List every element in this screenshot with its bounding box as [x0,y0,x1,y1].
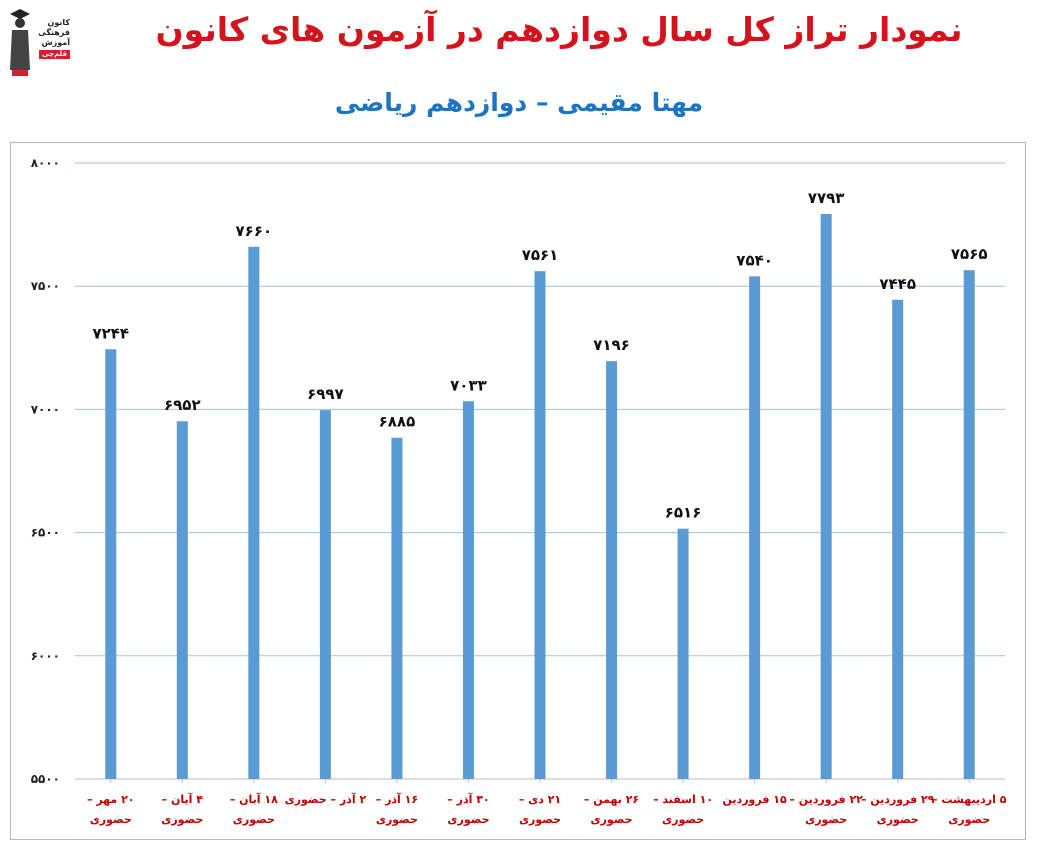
logo-line-2: فرهنگی [38,28,70,37]
x-tick-label-line: حضوری [948,813,990,826]
y-tick-label: ۶۵۰۰ [31,526,60,540]
x-tick-label: ۱۵ فروردین [723,793,787,806]
chart-area-frame [10,142,1026,840]
logo-line-1: کانون [47,18,70,27]
x-tick-label: ۵ اردیبهشت – حضوری [932,793,1007,826]
data-label: ۶۸۸۵ [379,413,416,431]
x-tick-label-line: ۲۹ فروردین – [861,793,935,806]
data-label: ۷۰۳۳ [450,376,487,394]
bar [963,270,975,779]
x-tick-label-line: حضوری [447,813,489,826]
x-tick-label-line: ۴ آبان – [162,792,204,806]
data-label: ۶۹۹۷ [307,385,344,403]
data-label: ۷۵۶۱ [522,246,559,264]
x-tick-label-line: ۲۶ بهمن – [584,793,639,806]
y-tick-label: ۷۰۰۰ [31,402,60,416]
data-label: ۷۷۹۳ [808,189,845,207]
x-tick-label-line: ۲۰ مهر – [87,793,135,806]
x-tick-label-line: حضوری [877,813,919,826]
x-tick-label: ۲۰ مهر – حضوری [87,793,135,826]
x-tick-label-line: حضوری [161,813,203,826]
x-tick-label-line: ۱۸ آبان – [230,792,278,806]
logo-badge: قلم‌چی [38,50,70,59]
logo-line-3: آموزش [41,38,70,47]
chart-subtitle: مهتا مقیمی – دوازدهم ریاضی [334,88,704,117]
x-tick-label-line: ۲۱ دی – [519,793,561,806]
bar [749,276,761,779]
x-tick-label: ۴ آبان – حضوری [161,792,203,826]
data-label: ۷۲۴۴ [92,324,129,342]
x-tick-label: ۲ آذر – حضوری [285,792,367,806]
y-tick-label: ۶۰۰۰ [31,649,60,663]
bar [820,214,832,779]
bar [105,349,117,779]
data-label: ۷۱۹۶ [593,336,630,354]
x-tick-label-line: حضوری [662,813,704,826]
bar [176,421,188,779]
x-tick-label-line: ۱۰ اسفند – [653,793,713,806]
y-tick-label: ۸۰۰۰ [31,156,60,170]
x-tick-label: ۲۶ بهمن – حضوری [584,793,639,826]
bar [462,401,474,779]
x-tick-label: ۱۰ اسفند – حضوری [653,793,713,826]
x-tick-label: ۲۲ فروردین – حضوری [789,793,863,826]
x-tick-label: ۱۸ آبان – حضوری [230,792,278,826]
x-tick-label-line: ۳۰ آذر – [447,792,489,806]
chart-title: نمودار تراز کل سال دوازدهم در آزمون های … [155,10,963,49]
bar [606,361,618,779]
x-tick-label-line: حضوری [519,813,561,826]
x-tick-label: ۲۹ فروردین – حضوری [861,793,935,826]
x-tick-label-line: ۲۲ فروردین – [789,793,863,806]
bar [248,246,260,779]
y-tick-label: ۵۵۰۰ [31,772,60,786]
data-label: ۷۵۴۰ [736,251,773,269]
data-label: ۶۵۱۶ [665,504,702,522]
x-tick-label-line: ۲ آذر – حضوری [285,792,367,806]
y-tick-label: ۷۵۰۰ [31,279,60,293]
x-tick-label-line: حضوری [805,813,847,826]
bar [677,528,689,779]
x-tick-label-line: حضوری [590,813,632,826]
x-tick-label: ۱۶ آذر – حضوری [376,792,418,826]
x-tick-label-line: حضوری [90,813,132,826]
x-tick-label-line: ۱۵ فروردین [723,793,787,806]
x-tick-label: ۲۱ دی – حضوری [519,793,561,826]
logo-figure-icon [10,9,30,76]
data-label: ۷۵۶۵ [951,245,988,263]
bar [319,410,331,779]
x-tick-label-line: حضوری [376,813,418,826]
logo-text: کانون فرهنگی آموزش قلم‌چی [34,18,70,59]
bar [892,299,904,779]
data-label: ۶۹۵۲ [164,396,201,414]
data-label: ۷۶۶۰ [236,222,273,240]
bar [534,271,546,779]
kanoon-logo: کانون فرهنگی آموزش قلم‌چی [8,8,70,78]
x-tick-label-line: ۱۶ آذر – [376,792,418,806]
x-tick-label-line: حضوری [233,813,275,826]
x-tick-label: ۳۰ آذر – حضوری [447,792,489,826]
bar [391,437,403,779]
x-tick-label-line: ۵ اردیبهشت – [932,793,1007,806]
data-label: ۷۴۴۵ [879,275,916,293]
